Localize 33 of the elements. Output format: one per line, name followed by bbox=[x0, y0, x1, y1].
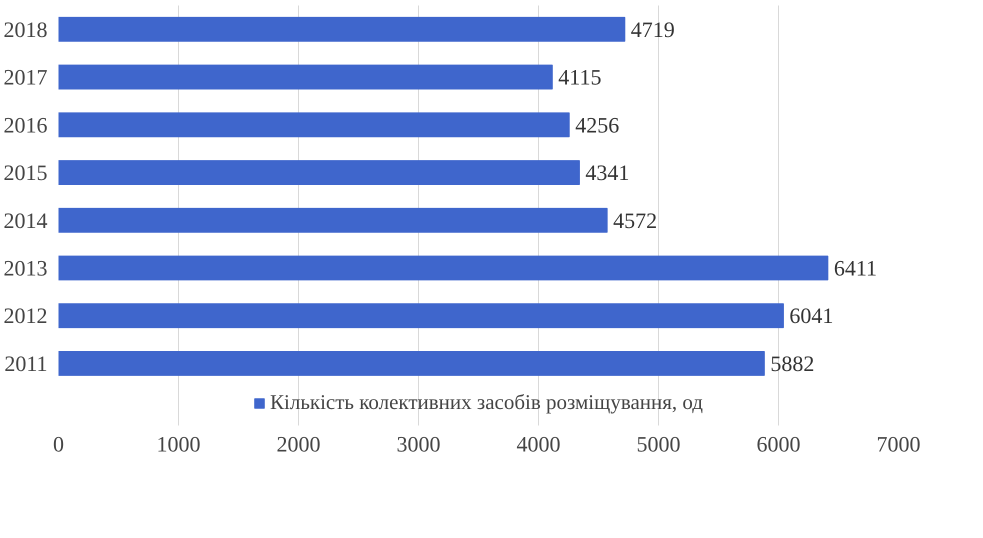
data-label: 6411 bbox=[834, 256, 878, 280]
x-tick-label: 5000 bbox=[636, 432, 680, 456]
y-tick-label: 2015 bbox=[4, 160, 48, 186]
data-label: 4572 bbox=[613, 208, 658, 233]
y-tick-label: 2017 bbox=[4, 64, 48, 90]
x-tick-label: 2000 bbox=[276, 432, 320, 456]
data-label: 4341 bbox=[585, 160, 630, 186]
x-tick-label: 3000 bbox=[396, 432, 440, 456]
x-tick-label: 1000 bbox=[156, 432, 200, 456]
x-tick-label: 0 bbox=[53, 432, 64, 456]
bar bbox=[58, 256, 828, 280]
data-label: 4719 bbox=[630, 16, 675, 42]
data-label: 5882 bbox=[770, 350, 814, 376]
bar bbox=[58, 64, 553, 90]
bar bbox=[58, 303, 784, 328]
bar bbox=[58, 112, 570, 138]
x-tick-label: 6000 bbox=[756, 432, 800, 456]
y-tick-label: 2013 bbox=[4, 256, 48, 280]
y-tick-label: 2011 bbox=[4, 350, 48, 376]
x-tick-label: 7000 bbox=[876, 432, 920, 456]
legend-label: Кількість колективних засобів розміщування, од bbox=[270, 390, 703, 415]
bar bbox=[58, 351, 765, 376]
y-tick-label: 2016 bbox=[4, 112, 48, 138]
data-label: 4256 bbox=[575, 112, 620, 138]
x-tick-label: 4000 bbox=[516, 432, 560, 456]
data-label: 6041 bbox=[789, 303, 834, 328]
y-tick-label: 2018 bbox=[4, 16, 48, 42]
bar bbox=[58, 208, 608, 233]
bar bbox=[58, 160, 580, 185]
bar bbox=[58, 16, 626, 42]
y-tick-label: 2012 bbox=[4, 303, 48, 328]
y-tick-label: 2014 bbox=[4, 208, 48, 233]
data-label: 4115 bbox=[558, 64, 602, 90]
